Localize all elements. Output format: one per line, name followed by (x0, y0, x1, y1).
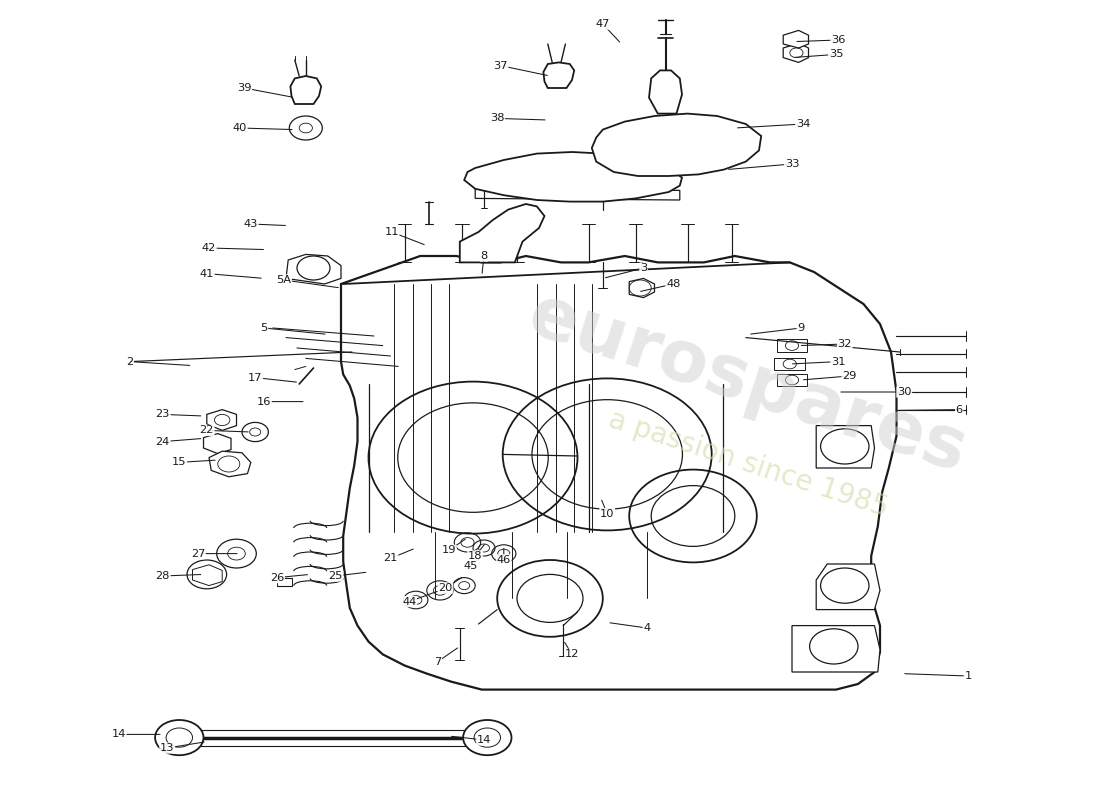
Text: 29: 29 (842, 371, 857, 381)
Polygon shape (592, 114, 761, 176)
Text: 46: 46 (497, 555, 510, 565)
Text: 12: 12 (564, 650, 580, 659)
Polygon shape (209, 451, 251, 477)
Polygon shape (783, 30, 808, 48)
Text: 8: 8 (481, 251, 487, 261)
Text: 3: 3 (640, 263, 647, 273)
Text: 37: 37 (493, 61, 508, 70)
Polygon shape (290, 76, 321, 104)
Text: 44: 44 (403, 597, 416, 606)
Text: 34: 34 (795, 119, 811, 129)
Text: 30: 30 (896, 387, 912, 397)
Text: 35: 35 (828, 50, 844, 59)
Text: 7: 7 (434, 657, 441, 666)
Text: 21: 21 (383, 554, 398, 563)
Polygon shape (286, 254, 341, 284)
Text: 42: 42 (202, 243, 216, 253)
Text: 24: 24 (156, 437, 169, 446)
Text: 14: 14 (111, 730, 126, 739)
Text: 38: 38 (490, 114, 505, 123)
Text: 27: 27 (190, 549, 206, 558)
Text: 19: 19 (441, 546, 456, 555)
Text: 14: 14 (476, 735, 492, 745)
Text: 6: 6 (956, 405, 962, 414)
Text: 1: 1 (965, 671, 971, 681)
Polygon shape (816, 426, 875, 468)
Polygon shape (464, 152, 682, 202)
Text: 28: 28 (155, 571, 170, 581)
Polygon shape (649, 70, 682, 114)
Text: eurospares: eurospares (520, 281, 976, 487)
Polygon shape (629, 278, 654, 298)
Text: 17: 17 (248, 373, 263, 382)
Text: 10: 10 (600, 509, 615, 518)
Text: 26: 26 (271, 573, 284, 582)
Polygon shape (460, 204, 544, 262)
Text: 43: 43 (243, 219, 258, 229)
Text: 18: 18 (468, 551, 483, 561)
Text: 39: 39 (236, 83, 252, 93)
Text: 11: 11 (384, 227, 399, 237)
Text: 40: 40 (232, 123, 248, 133)
Text: a passion since 1985: a passion since 1985 (605, 406, 891, 522)
Text: 4: 4 (644, 623, 650, 633)
Text: 23: 23 (155, 410, 170, 419)
Polygon shape (816, 564, 880, 610)
Text: 16: 16 (256, 397, 272, 406)
Text: 22: 22 (200, 426, 213, 435)
Text: 2: 2 (126, 357, 133, 366)
Text: 5A: 5A (276, 275, 292, 285)
Polygon shape (783, 43, 808, 62)
Text: 33: 33 (784, 159, 800, 169)
Text: 9: 9 (798, 323, 804, 333)
Text: 5: 5 (261, 323, 267, 333)
Text: 25: 25 (328, 571, 343, 581)
Text: 13: 13 (160, 743, 175, 753)
Circle shape (463, 720, 512, 755)
Text: 41: 41 (199, 269, 214, 278)
Polygon shape (543, 62, 574, 88)
Polygon shape (792, 626, 880, 672)
Text: 15: 15 (172, 458, 187, 467)
Circle shape (155, 720, 204, 755)
Text: 48: 48 (666, 279, 681, 289)
Text: 47: 47 (595, 19, 610, 29)
Text: 36: 36 (830, 35, 846, 45)
Text: 32: 32 (837, 339, 852, 349)
Text: 45: 45 (463, 562, 478, 571)
Polygon shape (341, 256, 896, 690)
Text: 20: 20 (438, 583, 453, 593)
Text: 31: 31 (830, 357, 846, 366)
